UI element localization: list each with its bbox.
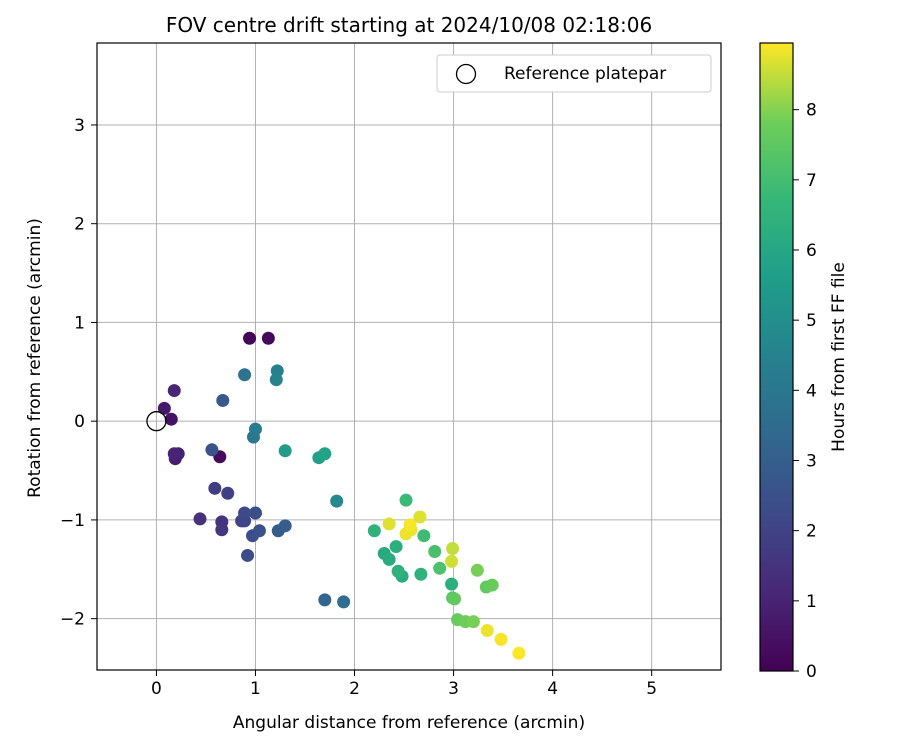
scatter-point (403, 518, 417, 532)
x-tick-label: 4 (547, 679, 558, 699)
chart-title: FOV centre drift starting at 2024/10/08 … (166, 13, 652, 37)
scatter-point (367, 524, 381, 538)
colorbar-label: Hours from first FF file (829, 262, 849, 452)
x-axis-label: Angular distance from reference (arcmin) (233, 713, 585, 733)
scatter-point (261, 331, 275, 345)
colorbar-tick-label: 1 (806, 592, 817, 612)
scatter-point (208, 481, 222, 495)
scatter-point (399, 493, 413, 507)
scatter-point (205, 443, 219, 457)
colorbar: 0 1 2 3 4 5 6 7 8 Hours from first FF file (759, 42, 849, 682)
scatter-point (382, 517, 396, 531)
scatter-point (466, 615, 480, 629)
scatter-point (428, 545, 442, 559)
scatter-point (248, 422, 262, 436)
scatter-point (215, 523, 229, 537)
y-tick-label: 0 (74, 412, 85, 432)
scatter-point (445, 554, 459, 568)
scatter-point (417, 529, 431, 543)
colorbar-tick-label: 6 (806, 241, 817, 261)
y-tick-label: −1 (60, 511, 85, 531)
colorbar-tick-label: 7 (806, 171, 817, 191)
y-tick-label: 1 (74, 313, 85, 333)
scatter-point (414, 567, 428, 581)
colorbar-tick-label: 5 (806, 311, 817, 331)
plot-frame (96, 42, 722, 671)
scatter-points (157, 331, 526, 660)
legend-entry-reference: Reference platepar (504, 64, 666, 84)
scatter-point (512, 646, 526, 660)
x-tick-label: 2 (349, 679, 360, 699)
scatter-point (278, 444, 292, 458)
scatter-point (167, 384, 181, 398)
scatter-point (241, 548, 255, 562)
scatter-point (248, 506, 262, 520)
scatter-point (382, 552, 396, 566)
colorbar-tick-label: 8 (806, 101, 817, 121)
scatter-point (167, 447, 181, 461)
scatter-point (193, 512, 207, 526)
legend-box (436, 54, 712, 93)
scatter-point (221, 486, 235, 500)
scatter-point (278, 519, 292, 533)
colorbar-ticks: 0 1 2 3 4 5 6 7 8 (793, 101, 817, 682)
scatter-point (446, 542, 460, 556)
colorbar-tick-label: 3 (806, 451, 817, 471)
scatter-point (391, 564, 405, 578)
scatter-point (448, 592, 462, 606)
scatter-point (252, 524, 266, 538)
scatter-point (157, 401, 171, 415)
scatter-point (470, 563, 484, 577)
x-tick-label: 5 (646, 679, 657, 699)
x-tick-label: 0 (151, 679, 162, 699)
scatter-point (494, 632, 508, 646)
x-tick-label: 3 (448, 679, 459, 699)
legend-marker-icon (455, 63, 477, 85)
scatter-point (413, 510, 427, 524)
scatter-point (318, 447, 332, 461)
scatter-point (269, 373, 283, 387)
colorbar-tick-label: 2 (806, 522, 817, 542)
scatter-point (480, 624, 494, 638)
scatter-point (318, 593, 332, 607)
grid (97, 43, 721, 670)
scatter-point (337, 595, 351, 609)
reference-platepar-marker (146, 411, 167, 432)
y-tick-label: 3 (74, 116, 85, 136)
scatter-point (389, 540, 403, 554)
scatter-point (216, 393, 230, 407)
scatter-point (243, 331, 257, 345)
scatter-point (238, 506, 252, 520)
scatter-point (164, 412, 178, 426)
plot-area: 0 1 2 3 4 5 −2 −1 0 1 2 3 (60, 43, 721, 699)
colorbar-tick-label: 4 (806, 381, 817, 401)
scatter-point (238, 368, 252, 382)
y-tick-label: −2 (60, 610, 85, 630)
x-tick-label: 1 (250, 679, 261, 699)
y-tick-label: 2 (74, 215, 85, 235)
scatter-point (330, 494, 344, 508)
scatter-point (445, 577, 459, 591)
colorbar-tick-label: 0 (806, 662, 817, 682)
scatter-point (485, 578, 499, 592)
colorbar-gradient (759, 42, 794, 672)
y-axis-label: Rotation from reference (arcmin) (25, 218, 45, 498)
scatter-point (433, 561, 447, 575)
legend: Reference platepar (436, 54, 712, 93)
